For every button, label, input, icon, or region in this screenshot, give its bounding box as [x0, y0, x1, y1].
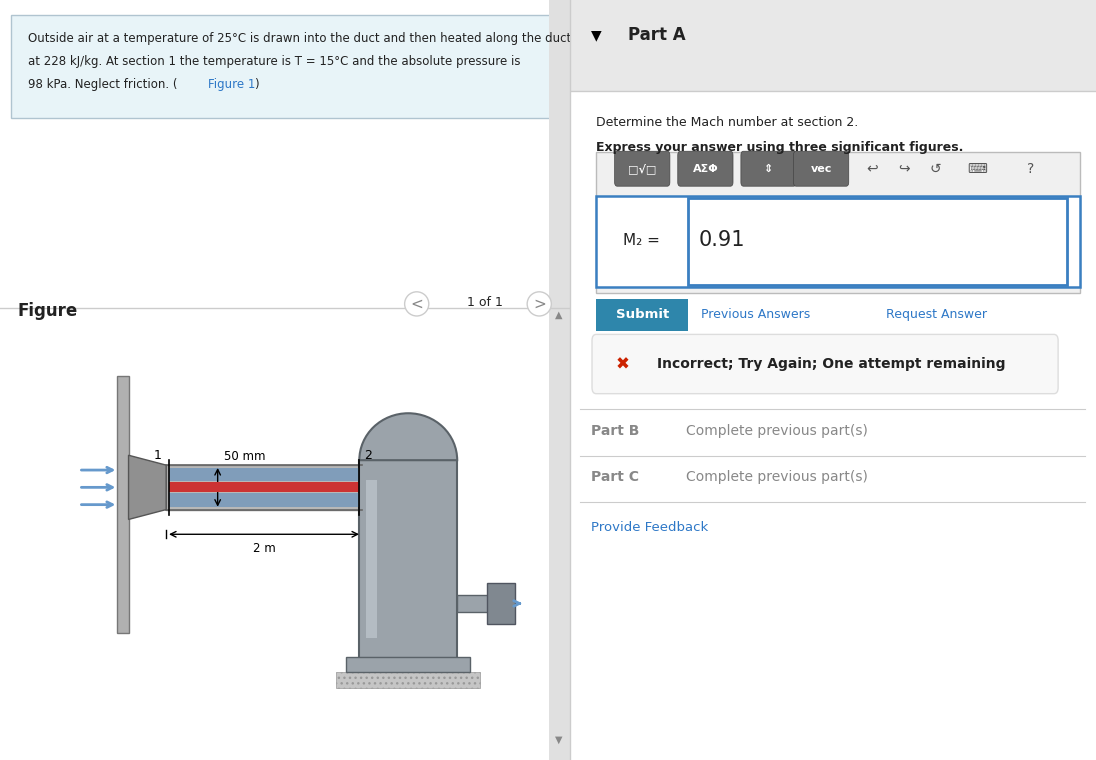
Text: Request Answer: Request Answer — [886, 308, 986, 321]
Bar — [169, 493, 359, 507]
FancyBboxPatch shape — [596, 196, 1081, 287]
Polygon shape — [128, 455, 167, 520]
Text: vec: vec — [811, 163, 832, 174]
Text: ↪: ↪ — [898, 162, 910, 176]
Text: Figure: Figure — [18, 302, 78, 321]
Text: ✖: ✖ — [616, 355, 629, 373]
Text: 0.91: 0.91 — [699, 230, 745, 250]
Text: 1 of 1: 1 of 1 — [467, 296, 503, 309]
FancyBboxPatch shape — [596, 152, 1081, 293]
Text: ⌨: ⌨ — [968, 162, 987, 176]
Text: Submit: Submit — [616, 308, 670, 321]
Bar — [570, 0, 1096, 91]
Text: Outside air at a temperature of 25°C is drawn into the duct and then heated alon: Outside air at a temperature of 25°C is … — [28, 32, 572, 45]
Text: Complete previous part(s): Complete previous part(s) — [686, 424, 868, 438]
Text: 2: 2 — [365, 448, 373, 461]
Text: 98 kPa. Neglect friction. (: 98 kPa. Neglect friction. ( — [28, 78, 178, 90]
Text: Provide Feedback: Provide Feedback — [591, 521, 708, 534]
Text: at 228 kJ/kg. At section 1 the temperature is T = 15°C and the absolute pressure: at 228 kJ/kg. At section 1 the temperatu… — [28, 55, 521, 68]
Text: Figure 1: Figure 1 — [208, 78, 255, 90]
Text: ▼: ▼ — [591, 28, 602, 42]
Text: ↺: ↺ — [929, 162, 941, 176]
Text: Part B: Part B — [591, 424, 639, 438]
Text: Complete previous part(s): Complete previous part(s) — [686, 470, 868, 483]
Bar — [336, 672, 480, 689]
Text: ⇕: ⇕ — [764, 163, 774, 174]
Bar — [169, 467, 359, 481]
Text: Express your answer using three significant figures.: Express your answer using three signific… — [596, 141, 963, 154]
FancyBboxPatch shape — [592, 334, 1058, 394]
Text: Part A: Part A — [628, 26, 685, 44]
Text: Incorrect; Try Again; One attempt remaining: Incorrect; Try Again; One attempt remain… — [657, 357, 1005, 371]
Text: □√□: □√□ — [628, 163, 657, 174]
FancyBboxPatch shape — [794, 151, 848, 186]
Text: >: > — [533, 296, 546, 312]
Text: Previous Answers: Previous Answers — [701, 308, 811, 321]
Text: 1: 1 — [155, 448, 162, 461]
Text: ▼: ▼ — [556, 735, 563, 745]
Text: Part C: Part C — [591, 470, 639, 483]
Text: 50 mm: 50 mm — [224, 450, 265, 464]
Bar — [457, 594, 491, 613]
Text: M₂ =: M₂ = — [623, 233, 660, 248]
Bar — [359, 460, 457, 657]
Bar — [169, 483, 359, 492]
Bar — [487, 583, 515, 624]
Text: AΣΦ: AΣΦ — [693, 163, 719, 174]
Bar — [117, 376, 128, 633]
FancyBboxPatch shape — [596, 299, 688, 331]
FancyBboxPatch shape — [549, 0, 570, 760]
FancyBboxPatch shape — [741, 151, 796, 186]
Text: 2 m: 2 m — [253, 542, 275, 555]
FancyBboxPatch shape — [615, 151, 670, 186]
FancyBboxPatch shape — [11, 15, 552, 118]
Text: Determine the Mach number at section 2.: Determine the Mach number at section 2. — [596, 116, 858, 128]
FancyBboxPatch shape — [688, 198, 1068, 285]
Bar — [167, 465, 362, 509]
Bar — [365, 480, 377, 638]
FancyBboxPatch shape — [677, 151, 733, 186]
Text: ▲: ▲ — [556, 310, 563, 320]
Text: ↩: ↩ — [867, 162, 878, 176]
Text: ): ) — [253, 78, 259, 90]
Text: ?: ? — [1027, 162, 1034, 176]
Bar — [346, 657, 470, 672]
Text: <: < — [410, 296, 423, 312]
Wedge shape — [359, 413, 457, 461]
